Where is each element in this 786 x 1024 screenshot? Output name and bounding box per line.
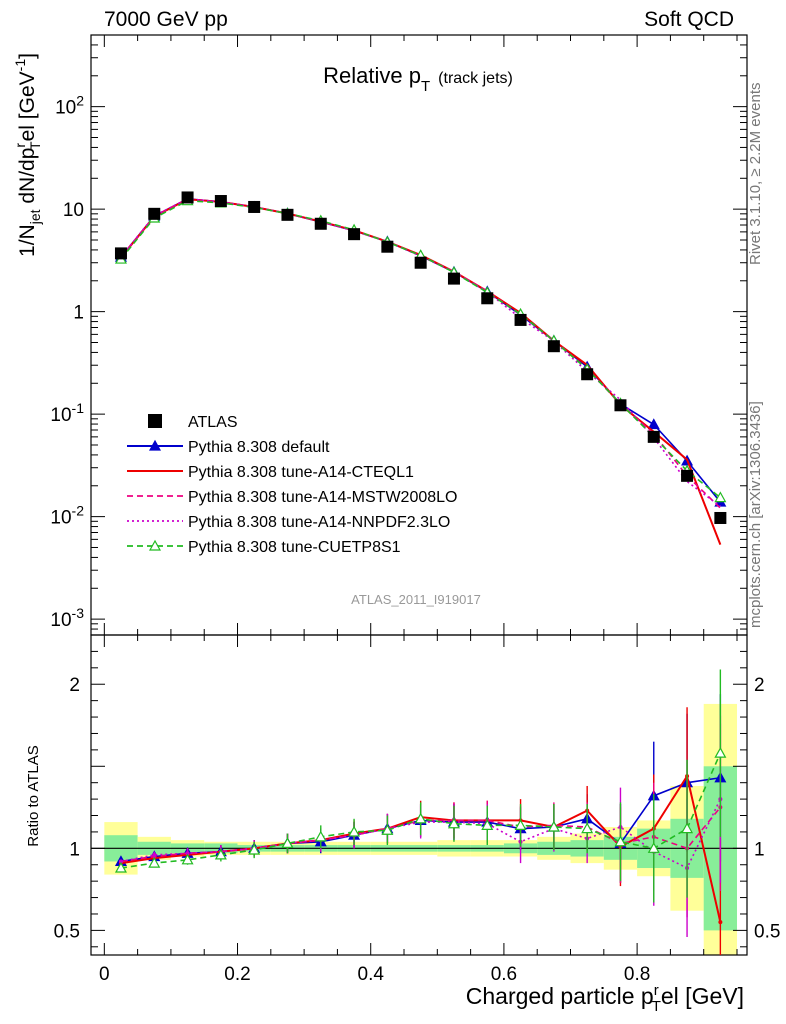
data-point bbox=[348, 228, 361, 241]
chart-title: Relative pT (track jets) bbox=[323, 63, 513, 95]
series-point-ratio bbox=[481, 819, 494, 830]
data-point bbox=[181, 191, 194, 204]
series-point-ratio bbox=[348, 825, 361, 837]
series-line-main bbox=[120, 197, 721, 509]
ratio-y-tick-label-right: 2 bbox=[754, 675, 765, 696]
series-point-ratio bbox=[614, 835, 627, 847]
series-point-ratio bbox=[152, 852, 157, 857]
header-right: Soft QCD bbox=[644, 8, 734, 31]
series-point-ratio bbox=[181, 853, 194, 865]
y-tick-label: 102 bbox=[55, 93, 84, 119]
series-point-main bbox=[714, 491, 727, 503]
series-point-main bbox=[647, 418, 660, 430]
series-point-ratio bbox=[185, 851, 190, 856]
legend-marker bbox=[148, 539, 162, 551]
ratio-y-tick-label-right: 1 bbox=[754, 839, 765, 860]
y-tick-label: 10-3 bbox=[50, 605, 84, 631]
ratio-y-tick-label-left: 0.5 bbox=[54, 921, 80, 942]
series-point-ratio bbox=[514, 819, 527, 830]
series-line-main bbox=[120, 197, 721, 503]
data-point bbox=[514, 313, 527, 326]
data-point bbox=[214, 195, 227, 208]
ratio-y-tick-label-left: 1 bbox=[69, 839, 80, 860]
x-tick-label: 0 bbox=[99, 964, 110, 985]
y-tick-label: 10-2 bbox=[50, 503, 84, 529]
ratio-frame-box bbox=[90, 634, 748, 956]
y-tick-label: 1 bbox=[73, 303, 84, 324]
legend-label: Pythia 8.308 default bbox=[188, 439, 330, 456]
x-tick-label: 0.8 bbox=[624, 964, 650, 985]
data-point bbox=[248, 200, 261, 213]
legend-label: Pythia 8.308 tune-A14-NNPDF2.3LO bbox=[188, 514, 450, 531]
data-point bbox=[614, 399, 627, 412]
legend-label: Pythia 8.308 tune-A14-CTEQL1 bbox=[188, 464, 414, 481]
series-point-ratio bbox=[381, 824, 394, 835]
data-point bbox=[281, 208, 294, 221]
data-point bbox=[314, 217, 327, 230]
y-tick-label: 10-1 bbox=[50, 400, 84, 426]
series-point-ratio bbox=[647, 842, 660, 853]
legend-label: ATLAS bbox=[188, 414, 238, 431]
legend-marker bbox=[148, 439, 162, 451]
series-point-ratio bbox=[214, 848, 227, 860]
data-point bbox=[714, 511, 727, 524]
legend-label: Pythia 8.308 tune-CUETP8S1 bbox=[188, 539, 401, 556]
legend-label: Pythia 8.308 tune-A14-MSTW2008LO bbox=[188, 489, 457, 506]
data-point bbox=[447, 272, 460, 285]
series-point-ratio bbox=[547, 820, 560, 832]
axis-ticks: 0 0.2 0.4 0.6 0.8 102 10 1 10-1 10-2 10-3 0.5 0.5 1 1 2… bbox=[50, 34, 780, 985]
legend-marker bbox=[148, 414, 162, 428]
ratio-panel-series bbox=[114, 669, 727, 955]
header-left: 7000 GeV pp bbox=[104, 8, 228, 31]
rivet-label: Rivet 3.1.10, ≥ 2.2M events bbox=[747, 83, 764, 266]
data-point bbox=[547, 340, 560, 353]
series-point-ratio bbox=[681, 822, 694, 834]
series-point-ratio bbox=[581, 822, 594, 834]
mcplots-label: mcplots.cern.ch [arXiv:1306.3436] bbox=[747, 401, 764, 628]
data-point bbox=[148, 207, 161, 220]
series-line-main bbox=[120, 197, 721, 507]
series-point-ratio bbox=[414, 812, 427, 824]
data-point bbox=[114, 247, 127, 260]
series-point-ratio bbox=[314, 830, 327, 842]
data-point bbox=[647, 430, 660, 443]
series-point-ratio bbox=[148, 856, 161, 868]
series-point-ratio bbox=[718, 920, 723, 925]
x-axis-label: Charged particle pr Tel [GeV] bbox=[466, 982, 744, 1015]
ratio-y-tick-label-right: 0.5 bbox=[754, 921, 780, 942]
data-point bbox=[581, 368, 594, 381]
analysis-label: ATLAS_2011_I919017 bbox=[351, 592, 481, 607]
data-point bbox=[481, 292, 494, 305]
x-tick-label: 0.4 bbox=[358, 964, 385, 985]
y-axis-label: 1/Njet dN/dprTel [GeV-1] bbox=[12, 53, 43, 257]
data-point bbox=[681, 469, 694, 482]
ratio-panel-frame bbox=[90, 634, 748, 956]
ratio-y-axis-label: Ratio to ATLAS bbox=[25, 745, 42, 846]
series-point-ratio bbox=[118, 859, 123, 864]
series-point-ratio bbox=[114, 861, 127, 873]
series-point-ratio bbox=[281, 837, 294, 849]
x-tick-label: 0.2 bbox=[224, 964, 250, 985]
data-point bbox=[414, 256, 427, 269]
series-point-ratio bbox=[447, 817, 460, 829]
ratio-y-tick-label-left: 2 bbox=[69, 675, 80, 696]
x-tick-label: 0.6 bbox=[491, 964, 517, 985]
legend: ATLAS Pythia 8.308 default Pythia 8.308 tu… bbox=[127, 414, 457, 556]
series-point-ratio bbox=[248, 843, 261, 855]
main-panel-series bbox=[114, 191, 727, 545]
series-point-ratio bbox=[714, 746, 727, 758]
y-tick-label: 10 bbox=[63, 200, 84, 221]
data-point bbox=[381, 240, 394, 253]
